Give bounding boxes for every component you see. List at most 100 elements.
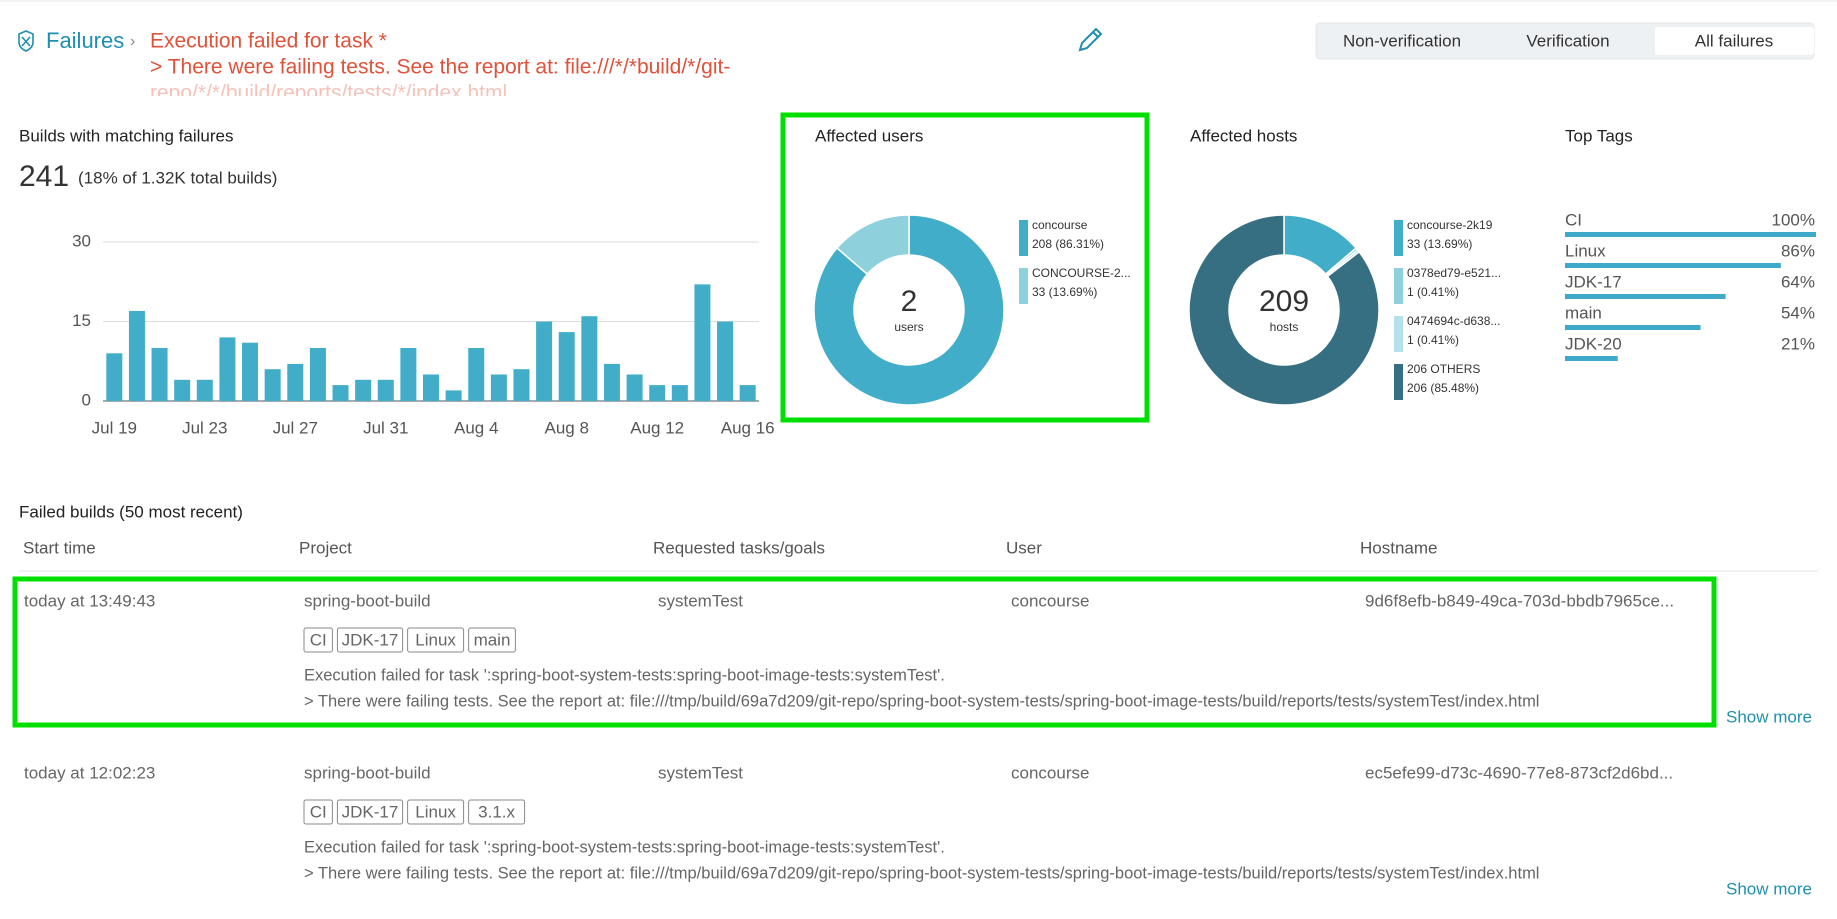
- bar: [671, 385, 688, 401]
- filter-option[interactable]: All failures: [1695, 31, 1773, 50]
- cell[interactable]: ec5efe99-d73c-4690-77e8-873cf2d6bd...: [1365, 763, 1673, 782]
- bar: [400, 348, 417, 401]
- bar: [490, 374, 507, 401]
- tag-name: JDK-20: [1565, 334, 1622, 353]
- bar: [377, 379, 394, 401]
- bar: [694, 284, 711, 401]
- show-more-link[interactable]: Show more: [1726, 707, 1812, 726]
- donut-segment: [813, 214, 1005, 406]
- bar: [174, 379, 191, 401]
- edit-icon[interactable]: [1078, 27, 1103, 52]
- y-tick-label: 0: [82, 390, 91, 409]
- table-title: Failed builds (50 most recent): [19, 502, 243, 521]
- chart-title: Builds with matching failures: [19, 126, 233, 145]
- tag-chip: [303, 799, 333, 825]
- x-tick-label: Aug 16: [721, 418, 775, 437]
- tag-chip: [336, 627, 404, 653]
- bar: [626, 374, 643, 401]
- failure-message: > There were failing tests. See the repo…: [304, 692, 1539, 710]
- column-header: User: [1006, 538, 1042, 557]
- x-tick-label: Jul 27: [273, 418, 318, 437]
- bar: [558, 332, 575, 401]
- legend-value: 33 (13.69%): [1407, 237, 1472, 251]
- bar: [581, 316, 598, 401]
- bar: [649, 385, 666, 401]
- tag-value: 54%: [1781, 303, 1815, 322]
- failure-message: > There were failing tests. See the repo…: [304, 864, 1539, 882]
- content: Failures › Execution failed for task * > Th…: [19, 22, 1818, 898]
- bar: [717, 321, 734, 401]
- tag-chip-label[interactable]: JDK-17: [342, 802, 399, 821]
- tag-chip-label[interactable]: CI: [310, 802, 327, 821]
- cell: systemTest: [658, 763, 743, 782]
- legend-swatch: [1019, 220, 1028, 256]
- column-header: Requested tasks/goals: [653, 538, 825, 557]
- tag-name: CI: [1565, 210, 1582, 229]
- title-line: Execution failed for task *: [150, 30, 387, 53]
- tag-name: Linux: [1565, 241, 1606, 260]
- bar: [332, 385, 349, 401]
- x-tick-label: Jul 31: [363, 418, 408, 437]
- tag-chip: [407, 799, 465, 825]
- chart-title: Affected users: [815, 126, 923, 145]
- tag-chip: [468, 627, 516, 653]
- cell: systemTest: [658, 591, 743, 610]
- legend-name: 206 OTHERS: [1407, 362, 1480, 376]
- donut-center-value: 2: [901, 285, 918, 318]
- x-tick-label: Jul 19: [92, 418, 137, 437]
- breadcrumb-link[interactable]: Failures: [46, 28, 124, 53]
- title-line: repo/*/*/build/reports/tests/*/index.htm…: [150, 82, 507, 105]
- filter-option[interactable]: Verification: [1526, 31, 1609, 50]
- headline-note: (18% of 1.32K total builds): [78, 168, 277, 187]
- column-header: Start time: [23, 538, 96, 557]
- tag-value: 86%: [1781, 241, 1815, 260]
- bar: [603, 363, 620, 401]
- header-title: Execution failed for task * > There were …: [150, 30, 730, 105]
- column-header: Project: [299, 538, 352, 557]
- tag-chip-label[interactable]: CI: [310, 630, 327, 649]
- legend-value: 1 (0.41%): [1407, 285, 1459, 299]
- filter-option[interactable]: Non-verification: [1343, 31, 1461, 50]
- column-header: Hostname: [1360, 538, 1437, 557]
- tag-chip: [336, 799, 404, 825]
- tag-chip-label[interactable]: JDK-17: [342, 630, 399, 649]
- tag-bar: [1565, 232, 1816, 237]
- cell: concourse: [1011, 763, 1089, 782]
- chart-title: Top Tags: [1565, 126, 1633, 145]
- cell[interactable]: 9d6f8efb-b849-49ca-703d-bbdb7965ce...: [1365, 591, 1674, 610]
- tag-bar: [1565, 263, 1781, 268]
- bar: [423, 374, 439, 401]
- tag-bar: [1565, 356, 1618, 361]
- filter-selected: [1655, 27, 1814, 55]
- bar: [468, 348, 485, 401]
- legend-name: CONCOURSE-2...: [1032, 266, 1131, 280]
- bar: [106, 353, 123, 401]
- highlight-box: [780, 112, 1150, 423]
- tag-chip-label[interactable]: Linux: [415, 630, 456, 649]
- headline: 241: [19, 160, 69, 193]
- tag-chip: [303, 627, 333, 653]
- tag-chip-label[interactable]: Linux: [415, 802, 456, 821]
- title-line: > There were failing tests. See the repo…: [150, 56, 730, 79]
- tag-chip-label[interactable]: main: [474, 630, 511, 649]
- legend-value: 1 (0.41%): [1407, 333, 1459, 347]
- show-more-link[interactable]: Show more: [1726, 879, 1812, 898]
- bar: [445, 390, 462, 401]
- bar: [151, 348, 168, 401]
- cell: today at 12:02:23: [24, 763, 155, 782]
- x-tick-label: Aug 8: [545, 418, 589, 437]
- tag-chip: [407, 627, 465, 653]
- donut-center-label: hosts: [1270, 320, 1299, 334]
- cell: spring-boot-build: [304, 763, 431, 782]
- donut-segment: [1188, 214, 1380, 406]
- cell: spring-boot-build: [304, 591, 431, 610]
- tag-chip-label[interactable]: 3.1.x: [478, 802, 515, 821]
- chart-title: Affected hosts: [1190, 126, 1297, 145]
- cell: today at 13:49:43: [24, 591, 155, 610]
- legend-swatch: [1394, 220, 1403, 256]
- legend-name: 0378ed79-e521...: [1407, 266, 1501, 280]
- failure-message: Execution failed for task ':spring-boot-…: [304, 838, 945, 856]
- legend-name: concourse-2k19: [1407, 218, 1493, 232]
- bar: [536, 321, 553, 401]
